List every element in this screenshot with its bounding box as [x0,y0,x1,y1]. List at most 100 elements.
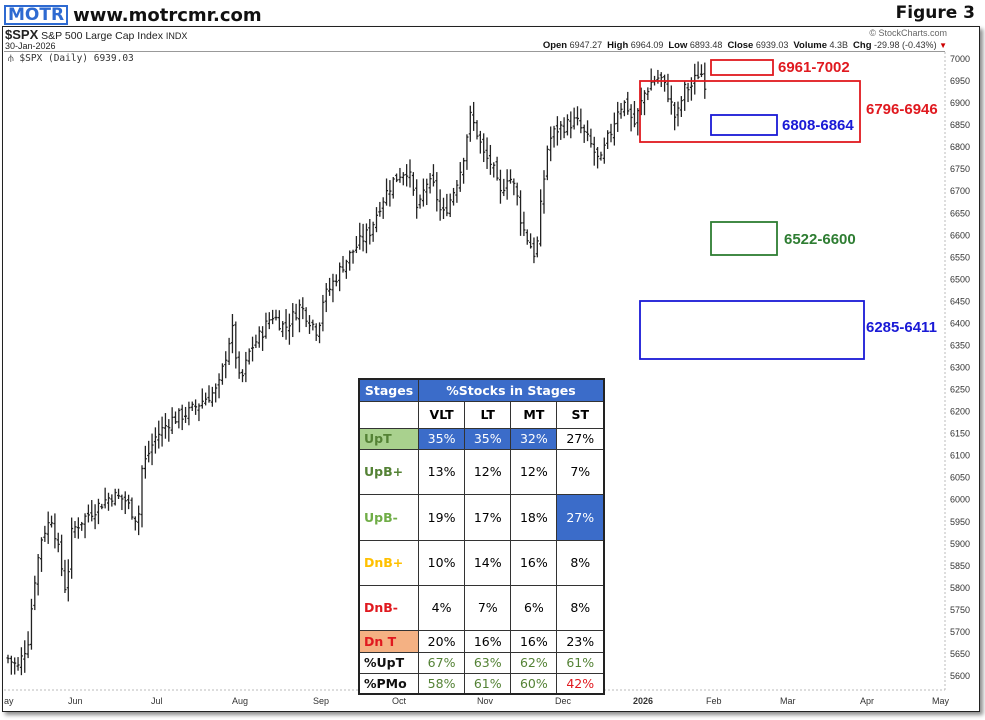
row-label: %UpT [358,651,419,674]
cell: 16% [510,539,558,586]
cell: 8% [556,584,605,631]
cell: 32% [510,427,558,450]
index-name: S&P 500 Large Cap Index [41,30,163,42]
motr-logo: MOTR www.motrcmr.com [4,4,262,26]
zone-label-6522-6600: 6522-6600 [784,231,856,248]
cell: 4% [417,584,466,631]
table-row-dnb-plus: DnB+ 10% 14% 16% 8% [358,539,605,586]
y-axis-ticks: 5600 5650 5700 5750 5800 5850 5900 5950 6000 6050… [950,54,970,681]
y-tick-label: 6050 [950,473,970,483]
y-tick-label: 5950 [950,517,970,527]
y-tick-label: 6300 [950,363,970,373]
y-tick-label: 6500 [950,274,970,284]
x-tick-label: Jul [151,696,163,706]
col-st: ST [556,400,605,429]
y-tick-label: 6750 [950,164,970,174]
cell: 58% [417,672,466,695]
y-tick-label: 6850 [950,120,970,130]
row-label: Dn T [358,629,419,653]
y-tick-label: 5700 [950,627,970,637]
y-tick-label: 5650 [950,649,970,659]
cell: 7% [464,584,512,631]
row-label: %PMo [358,672,419,695]
x-axis-ticks: ay Jun Jul Aug Sep Oct Nov Dec 2026 Feb Mar Apr May [4,696,950,706]
cell: 67% [417,651,466,674]
header-blank [358,400,419,429]
cell: 35% [464,427,512,450]
y-tick-label: 6950 [950,76,970,86]
zone-box-6808-6864 [710,114,778,136]
down-arrow-icon: ▼ [939,41,947,50]
cell: 13% [417,448,466,495]
cell: 12% [510,448,558,495]
cell: 16% [464,629,512,653]
y-tick-label: 6650 [950,208,970,218]
cell: 60% [510,672,558,695]
cell: 17% [464,493,512,541]
chg-label: Chg [853,40,872,51]
y-tick-label: 6350 [950,340,970,350]
y-tick-label: 6800 [950,142,970,152]
header-stages: Stages [358,378,419,402]
close-value: 6939.03 [755,40,789,50]
x-tick-label: Aug [232,696,248,706]
zone-box-6796-6946 [639,80,861,143]
y-tick-label: 7000 [950,54,970,64]
cell: 27% [556,427,605,450]
series-legend: ⫛ $SPX (Daily) 6939.03 [8,53,134,64]
chart-title: $SPX S&P 500 Large Cap Index INDX [5,27,187,42]
y-tick-label: 6550 [950,252,970,262]
close-label: Close [727,40,754,51]
col-mt: MT [510,400,558,429]
table-row-dnt: Dn T 20% 16% 16% 23% [358,629,605,653]
y-tick-label: 6400 [950,318,970,328]
zone-box-6285-6411 [639,300,865,360]
stockcharts-credit: © StockCharts.com [869,28,947,38]
zone-label-6796-6946: 6796-6946 [866,101,938,118]
symbol: $SPX [5,27,39,42]
x-tick-label: 2026 [633,696,653,706]
header-divider [4,51,945,52]
y-tick-label: 6600 [950,230,970,240]
col-lt: LT [464,400,512,429]
site-url[interactable]: www.motrcmr.com [73,4,262,26]
cell: 19% [417,493,466,541]
table-row-upb-plus: UpB+ 13% 12% 12% 7% [358,448,605,495]
cell: 23% [556,629,605,653]
table-row-dnb-minus: DnB- 4% 7% 6% 8% [358,584,605,631]
row-label: DnB- [358,584,419,631]
x-tick-label: Apr [860,696,874,706]
y-tick-label: 6000 [950,495,970,505]
row-label: UpB- [358,493,419,541]
ohlc-bars [6,61,707,676]
volume-label: Volume [793,40,827,51]
row-label: DnB+ [358,539,419,586]
zone-label-6961-7002: 6961-7002 [778,59,850,76]
cell: 14% [464,539,512,586]
x-tick-label: Sep [313,696,329,706]
zone-label-6808-6864: 6808-6864 [782,117,854,134]
low-label: Low [668,40,688,51]
legend-text: $SPX (Daily) 6939.03 [19,53,134,64]
chg-value: -29.98 (-0.43%) [874,40,937,50]
cell: 61% [556,651,605,674]
cell: 62% [510,651,558,674]
y-tick-label: 6900 [950,98,970,108]
cell: 10% [417,539,466,586]
zone-box-6522-6600 [710,221,778,256]
cell: 16% [510,629,558,653]
cell: 35% [417,427,466,450]
y-tick-label: 6250 [950,385,970,395]
cell: 12% [464,448,512,495]
zone-box-6961-7002 [710,59,774,76]
volume-value: 4.3B [829,40,849,50]
y-tick-label: 5600 [950,671,970,681]
y-tick-label: 5850 [950,561,970,571]
y-tick-label: 6200 [950,407,970,417]
high-value: 6964.09 [630,40,664,50]
x-tick-label: Jun [68,696,83,706]
x-tick-label: Mar [780,696,796,706]
header-pct-stocks: %Stocks in Stages [418,378,605,402]
cell: 7% [556,448,605,495]
